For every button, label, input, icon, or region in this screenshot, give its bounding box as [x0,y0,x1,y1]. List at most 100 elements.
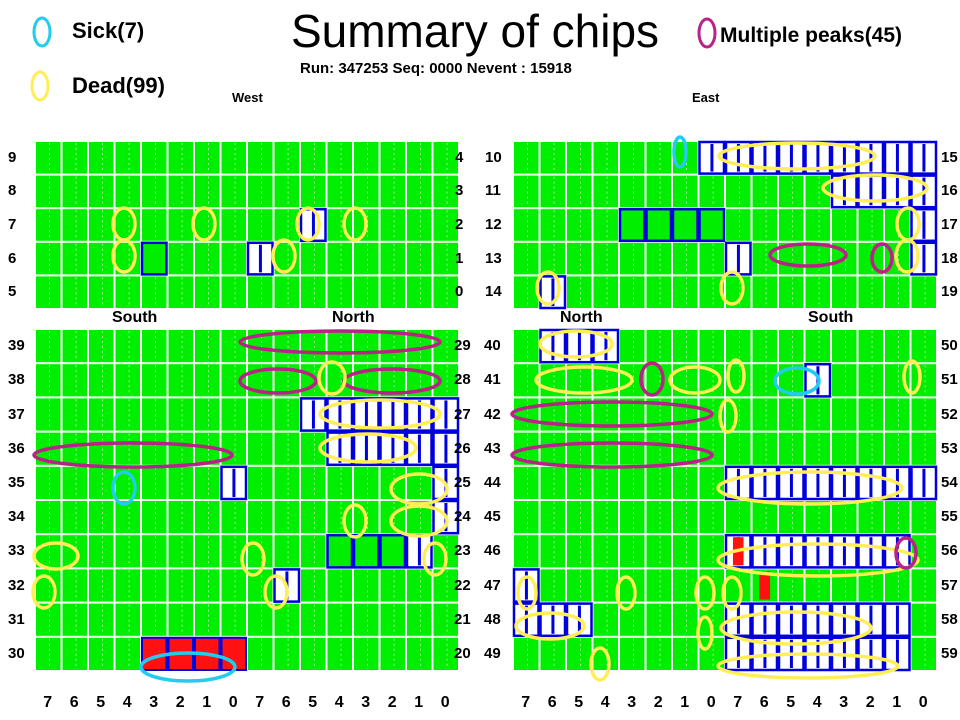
dead-marker [726,358,746,394]
chip-cell [141,363,168,398]
chip-cell [353,141,380,175]
chip-strip [763,468,767,497]
sick-marker [672,135,688,169]
x-tick-label: 2 [175,694,185,711]
chip-cell [61,141,88,175]
row-label: 9 [8,148,17,166]
chip-cell [672,465,699,500]
x-tick-label: 0 [228,694,238,711]
chip-cell [379,141,406,175]
chip-cell [751,329,778,364]
chip-cell [273,534,300,569]
chip-cell [141,534,168,569]
row-label: 21 [454,610,471,628]
chip-cell [804,174,831,209]
chip-cell [273,363,300,398]
chip-cell [114,500,141,535]
chip-cell [725,397,752,432]
chip-strip [736,605,740,634]
chip-cell [751,363,778,398]
multiple_peaks-marker [639,361,665,397]
chip-cell [379,636,406,671]
chip-cell [672,241,699,276]
chip-cell [432,636,459,671]
chip-strip [311,400,315,429]
chip-cell [194,363,221,398]
x-tick-label: 3 [361,694,371,711]
chip-cell [432,241,459,276]
chip-cell [857,275,884,309]
chip-cell [884,329,911,364]
multiple_peaks-marker [894,536,918,570]
chip-cell [751,431,778,466]
x-tick-label: 1 [892,694,902,711]
row-label: 46 [484,542,501,560]
chip-cell [167,363,194,398]
flagged-chip [645,207,673,243]
chip-cell [88,397,115,432]
chip-cell [379,275,406,309]
row-label: 39 [8,337,25,355]
row-label: 38 [8,371,25,389]
x-tick-label: 2 [865,694,875,711]
chip-cell [406,141,433,175]
chip-cell [326,636,353,671]
x-tick-label: 2 [387,694,397,711]
dead-marker [317,360,347,396]
row-label: 48 [484,610,501,628]
chip-cell [406,465,433,500]
chip-cell [672,363,699,398]
chip-cell [778,363,805,398]
chip-cell [539,568,566,603]
chip-strip [842,605,846,634]
x-tick-label: 0 [440,694,450,711]
dead-marker [271,238,297,274]
row-label: 27 [454,405,471,423]
row-label: 49 [484,644,501,662]
chip-cell [884,500,911,535]
dead-marker [821,173,929,203]
chip-cell [379,241,406,276]
chip-cell [61,568,88,603]
x-tick-label: 3 [627,694,637,711]
chip-cell [698,534,725,569]
chip-cell [167,275,194,309]
row-label: 5 [8,283,17,301]
chip-cell [592,363,619,398]
chip-strip [789,605,793,634]
row-label: 18 [941,249,958,267]
chip-cell [194,465,221,500]
chip-cell [406,636,433,671]
chip-strip [391,400,395,429]
dead-marker [422,541,448,577]
x-tick-label: 6 [69,694,79,711]
chip-cell [672,275,699,309]
chip-cell [88,329,115,364]
east-label: East [692,90,720,105]
chip-cell [645,534,672,569]
chip-strip [895,177,899,206]
row-label: 32 [8,576,25,594]
dead-marker [894,238,920,274]
x-tick-label: 1 [202,694,212,711]
chip-cell [804,431,831,466]
chip-strip [842,177,846,206]
x-tick-label: 5 [574,694,584,711]
chip-strip [869,177,873,206]
dead-marker [516,575,538,611]
chip-strip [736,244,740,273]
legend-dead-label: Dead(99) [72,73,165,98]
chip-strip [364,400,368,429]
chip-strip [895,639,899,668]
chip-cell [406,174,433,209]
chip-cell [751,275,778,309]
chip-cell [910,363,937,398]
chip-cell [247,275,274,309]
row-label: 13 [485,249,502,267]
chip-cell [61,534,88,569]
chip-cell [804,208,831,242]
chip-cell [300,465,327,500]
